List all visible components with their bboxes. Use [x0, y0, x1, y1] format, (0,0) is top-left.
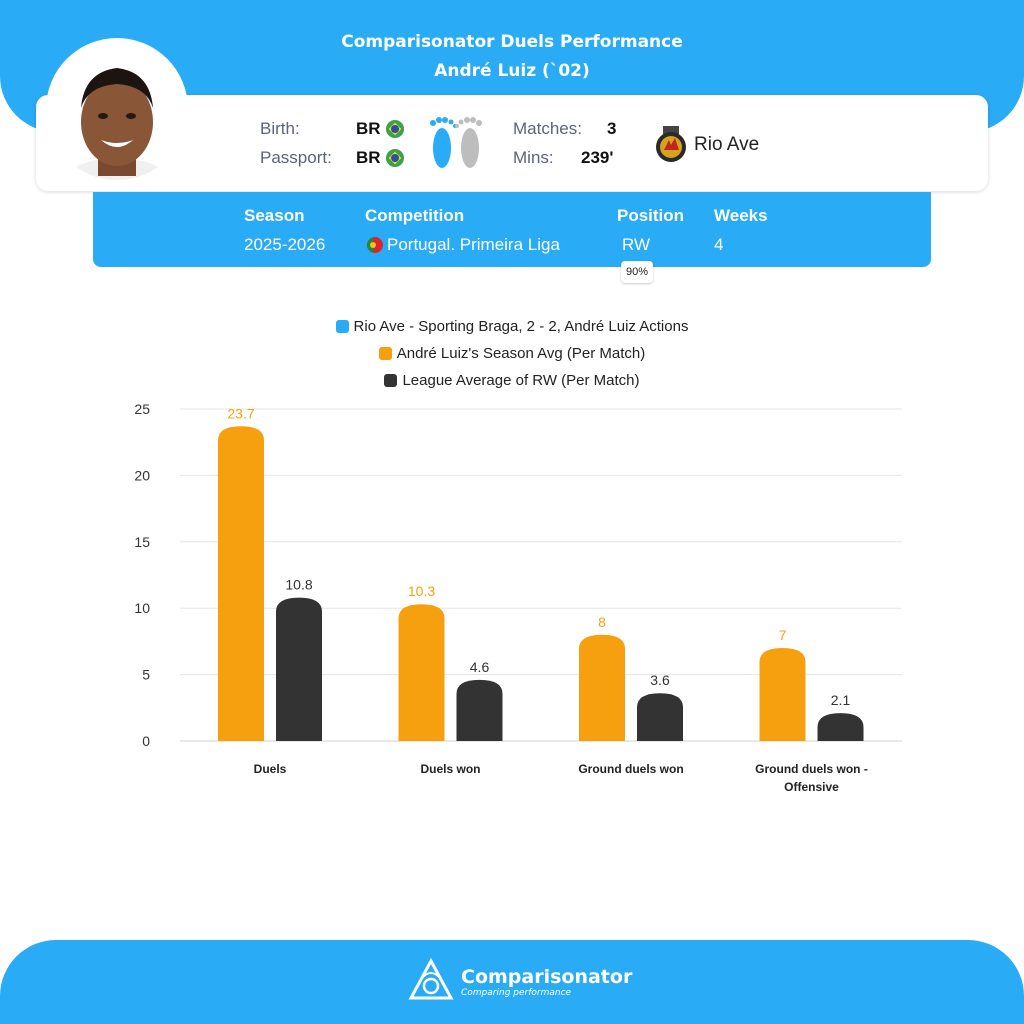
legend-swatch-league-avg	[384, 374, 398, 387]
y-tick-label: 10	[134, 600, 150, 616]
y-tick-label: 20	[134, 467, 150, 483]
y-tick-label: 0	[142, 733, 150, 749]
y-tick-label: 15	[134, 534, 150, 550]
league-avg-bar	[637, 693, 683, 741]
data-label: 3.6	[650, 672, 670, 688]
x-tick-label: Offensive	[784, 780, 839, 794]
club-crest-icon	[656, 126, 686, 162]
page-title: Comparisonator Duels Performance André L…	[0, 28, 1024, 86]
legend-label-season-avg: André Luiz's Season Avg (Per Match)	[396, 345, 646, 362]
season-avg-bar	[398, 604, 445, 741]
legend-label-match: Rio Ave - Sporting Braga, 2 - 2, André L…	[353, 318, 689, 335]
y-tick-label: 5	[142, 667, 150, 683]
position-header: Position	[617, 206, 685, 225]
footer-band	[0, 940, 1024, 1024]
position-pct-badge: 90%	[621, 261, 653, 283]
x-tick-label: Duels won	[420, 762, 480, 776]
league-avg-bar	[276, 597, 322, 741]
position-value: RW	[622, 235, 651, 254]
info-bar	[93, 192, 931, 267]
season-avg-bar	[218, 426, 264, 741]
birth-value: BR	[356, 119, 381, 138]
portugal-flag-icon	[367, 237, 383, 253]
league-avg-bar	[817, 713, 864, 741]
comparisonator-logo-icon	[408, 958, 454, 1000]
legend-swatch-season-avg	[378, 347, 392, 360]
competition-header: Competition	[365, 206, 465, 225]
league-avg-bar	[456, 679, 503, 741]
mins-value: 239'	[581, 148, 614, 167]
club-name: Rio Ave	[694, 134, 760, 155]
player-photo-icon	[61, 68, 173, 180]
season-header: Season	[244, 206, 305, 225]
weeks-value: 4	[714, 235, 724, 254]
mins-label: Mins:	[513, 148, 554, 167]
season-avg-bar	[759, 648, 806, 741]
competition-value: Portugal. Primeira Liga	[387, 235, 560, 254]
duels-bar-chart: 0 5 10 15 20 25 23.7 10.8 Duels 10.3 4.6 Duels won 8…	[134, 401, 902, 794]
title-line-2: André Luiz (`02)	[434, 61, 590, 81]
brazil-flag-icon	[386, 149, 404, 167]
weeks-header: Weeks	[714, 206, 768, 225]
footer-tagline: Comparing performance	[461, 988, 572, 998]
x-tick-label: Ground duels won -	[755, 762, 868, 776]
matches-label: Matches:	[513, 119, 582, 138]
birth-label: Birth:	[260, 119, 300, 138]
x-tick-label: Duels	[254, 762, 287, 776]
data-label: 7	[779, 627, 787, 643]
legend-item-league-avg: League Average of RW (Per Match)	[0, 372, 1024, 389]
feet-icon	[430, 117, 482, 168]
matches-value: 3	[607, 119, 617, 138]
data-label: 10.3	[408, 583, 435, 599]
data-label: 4.6	[470, 659, 490, 675]
legend-item-match: Rio Ave - Sporting Braga, 2 - 2, André L…	[0, 318, 1024, 335]
brazil-flag-icon	[386, 120, 404, 138]
data-label: 8	[598, 614, 606, 630]
footer-brand: Comparisonator	[461, 966, 633, 988]
player-avatar	[46, 38, 188, 180]
title-line-1: Comparisonator Duels Performance	[341, 32, 683, 52]
player-card	[36, 95, 988, 191]
passport-value: BR	[356, 148, 381, 167]
season-avg-bar	[579, 634, 625, 741]
data-label: 23.7	[227, 405, 254, 421]
passport-label: Passport:	[260, 148, 332, 167]
season-value: 2025-2026	[244, 235, 326, 254]
legend-item-season-avg: André Luiz's Season Avg (Per Match)	[0, 345, 1024, 362]
y-tick-label: 25	[134, 401, 150, 417]
legend-label-league-avg: League Average of RW (Per Match)	[402, 372, 640, 389]
data-label: 10.8	[285, 577, 312, 593]
data-label: 2.1	[831, 692, 851, 708]
legend-swatch-match	[335, 320, 349, 333]
x-tick-label: Ground duels won	[578, 762, 683, 776]
